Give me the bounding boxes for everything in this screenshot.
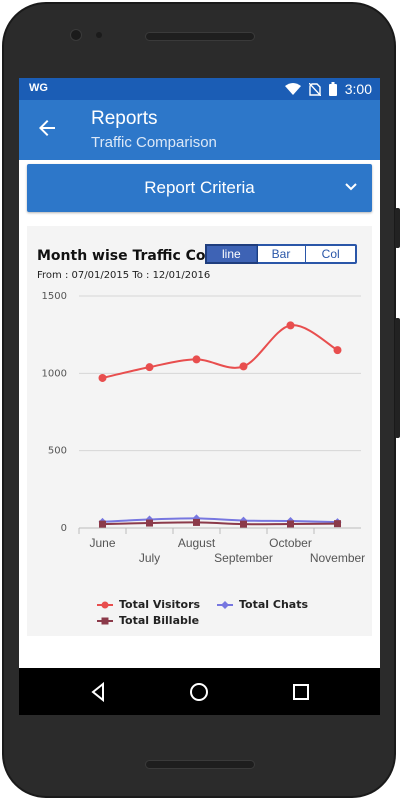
back-triangle-icon[interactable] <box>86 680 110 704</box>
battery-icon <box>328 82 337 96</box>
line-chart: 1500 1000 500 0 June July AugustSeptemberOctob… <box>42 291 366 565</box>
wifi-icon <box>284 82 301 95</box>
x-tick-label: June <box>89 536 115 550</box>
front-camera <box>70 29 82 41</box>
y-tick-label: 0 <box>61 523 67 534</box>
series-line <box>102 517 338 524</box>
clock: 3:00 <box>344 81 372 97</box>
data-point <box>334 520 341 528</box>
recents-square-icon[interactable] <box>289 680 313 704</box>
screen: WG 3:00 Reports Traffic Comparison Repor… <box>19 78 380 715</box>
legend-item[interactable]: Total Billable <box>97 614 199 627</box>
bottom-speaker <box>145 760 255 769</box>
data-point <box>146 519 153 527</box>
y-tick-label: 1000 <box>42 368 67 379</box>
series-line <box>102 521 338 526</box>
chart-card: Month wise Traffic Comparison From : 07/… <box>27 226 372 636</box>
data-point <box>98 373 107 382</box>
status-icons: 3:00 <box>284 81 372 97</box>
legend-marker <box>97 617 113 624</box>
chart-title: Month wise Traffic Comparison <box>37 248 207 264</box>
x-tick-label: October <box>269 536 312 550</box>
status-bar: WG 3:00 <box>19 78 380 100</box>
x-tick-label: September <box>214 551 273 565</box>
chart-date-range: From : 07/01/2015 To : 12/01/2016 <box>37 270 211 281</box>
back-arrow-icon[interactable] <box>35 116 59 140</box>
page-title: Reports <box>91 108 158 129</box>
page-subtitle: Traffic Comparison <box>91 134 217 151</box>
report-criteria-button[interactable]: Report Criteria <box>27 164 372 212</box>
legend-label: Total Visitors <box>119 598 201 611</box>
app-bar: Reports Traffic Comparison <box>19 100 380 160</box>
power-button[interactable] <box>395 318 400 438</box>
x-tick-label: July <box>139 551 160 565</box>
toggle-line[interactable]: line <box>205 244 258 264</box>
volume-button[interactable] <box>395 208 400 248</box>
chart-type-toggle: line Bar Col <box>205 244 357 264</box>
x-tick-label: August <box>178 536 216 550</box>
earpiece-speaker <box>145 32 255 41</box>
toggle-col[interactable]: Col <box>305 246 355 262</box>
toggle-bar[interactable]: Bar <box>255 246 306 262</box>
legend-marker <box>217 600 233 609</box>
data-point <box>145 515 154 524</box>
chevron-down-icon <box>345 183 357 191</box>
carrier-logo: WG <box>29 82 48 94</box>
legend-item[interactable]: Total Visitors <box>97 598 200 611</box>
nav-bar <box>19 668 380 715</box>
x-tick-label: November <box>310 551 365 565</box>
data-point <box>99 520 106 528</box>
report-criteria-label: Report Criteria <box>144 178 255 197</box>
y-tick-label: 500 <box>48 446 67 457</box>
data-point <box>333 346 342 355</box>
home-circle-icon[interactable] <box>187 680 211 704</box>
legend-label: Total Billable <box>119 614 200 627</box>
data-point <box>239 362 248 371</box>
data-point <box>145 363 154 372</box>
data-point <box>240 520 247 528</box>
legend-label: Total Chats <box>239 598 309 611</box>
y-tick-label: 1500 <box>42 291 67 302</box>
no-sim-icon <box>308 82 321 96</box>
legend-marker <box>97 601 113 608</box>
data-point <box>192 355 201 364</box>
data-point <box>287 520 294 528</box>
proximity-sensor <box>96 32 102 38</box>
data-point <box>193 518 200 526</box>
data-point <box>286 321 295 330</box>
series-line <box>102 324 339 379</box>
legend-item[interactable]: Total Chats <box>217 598 308 611</box>
